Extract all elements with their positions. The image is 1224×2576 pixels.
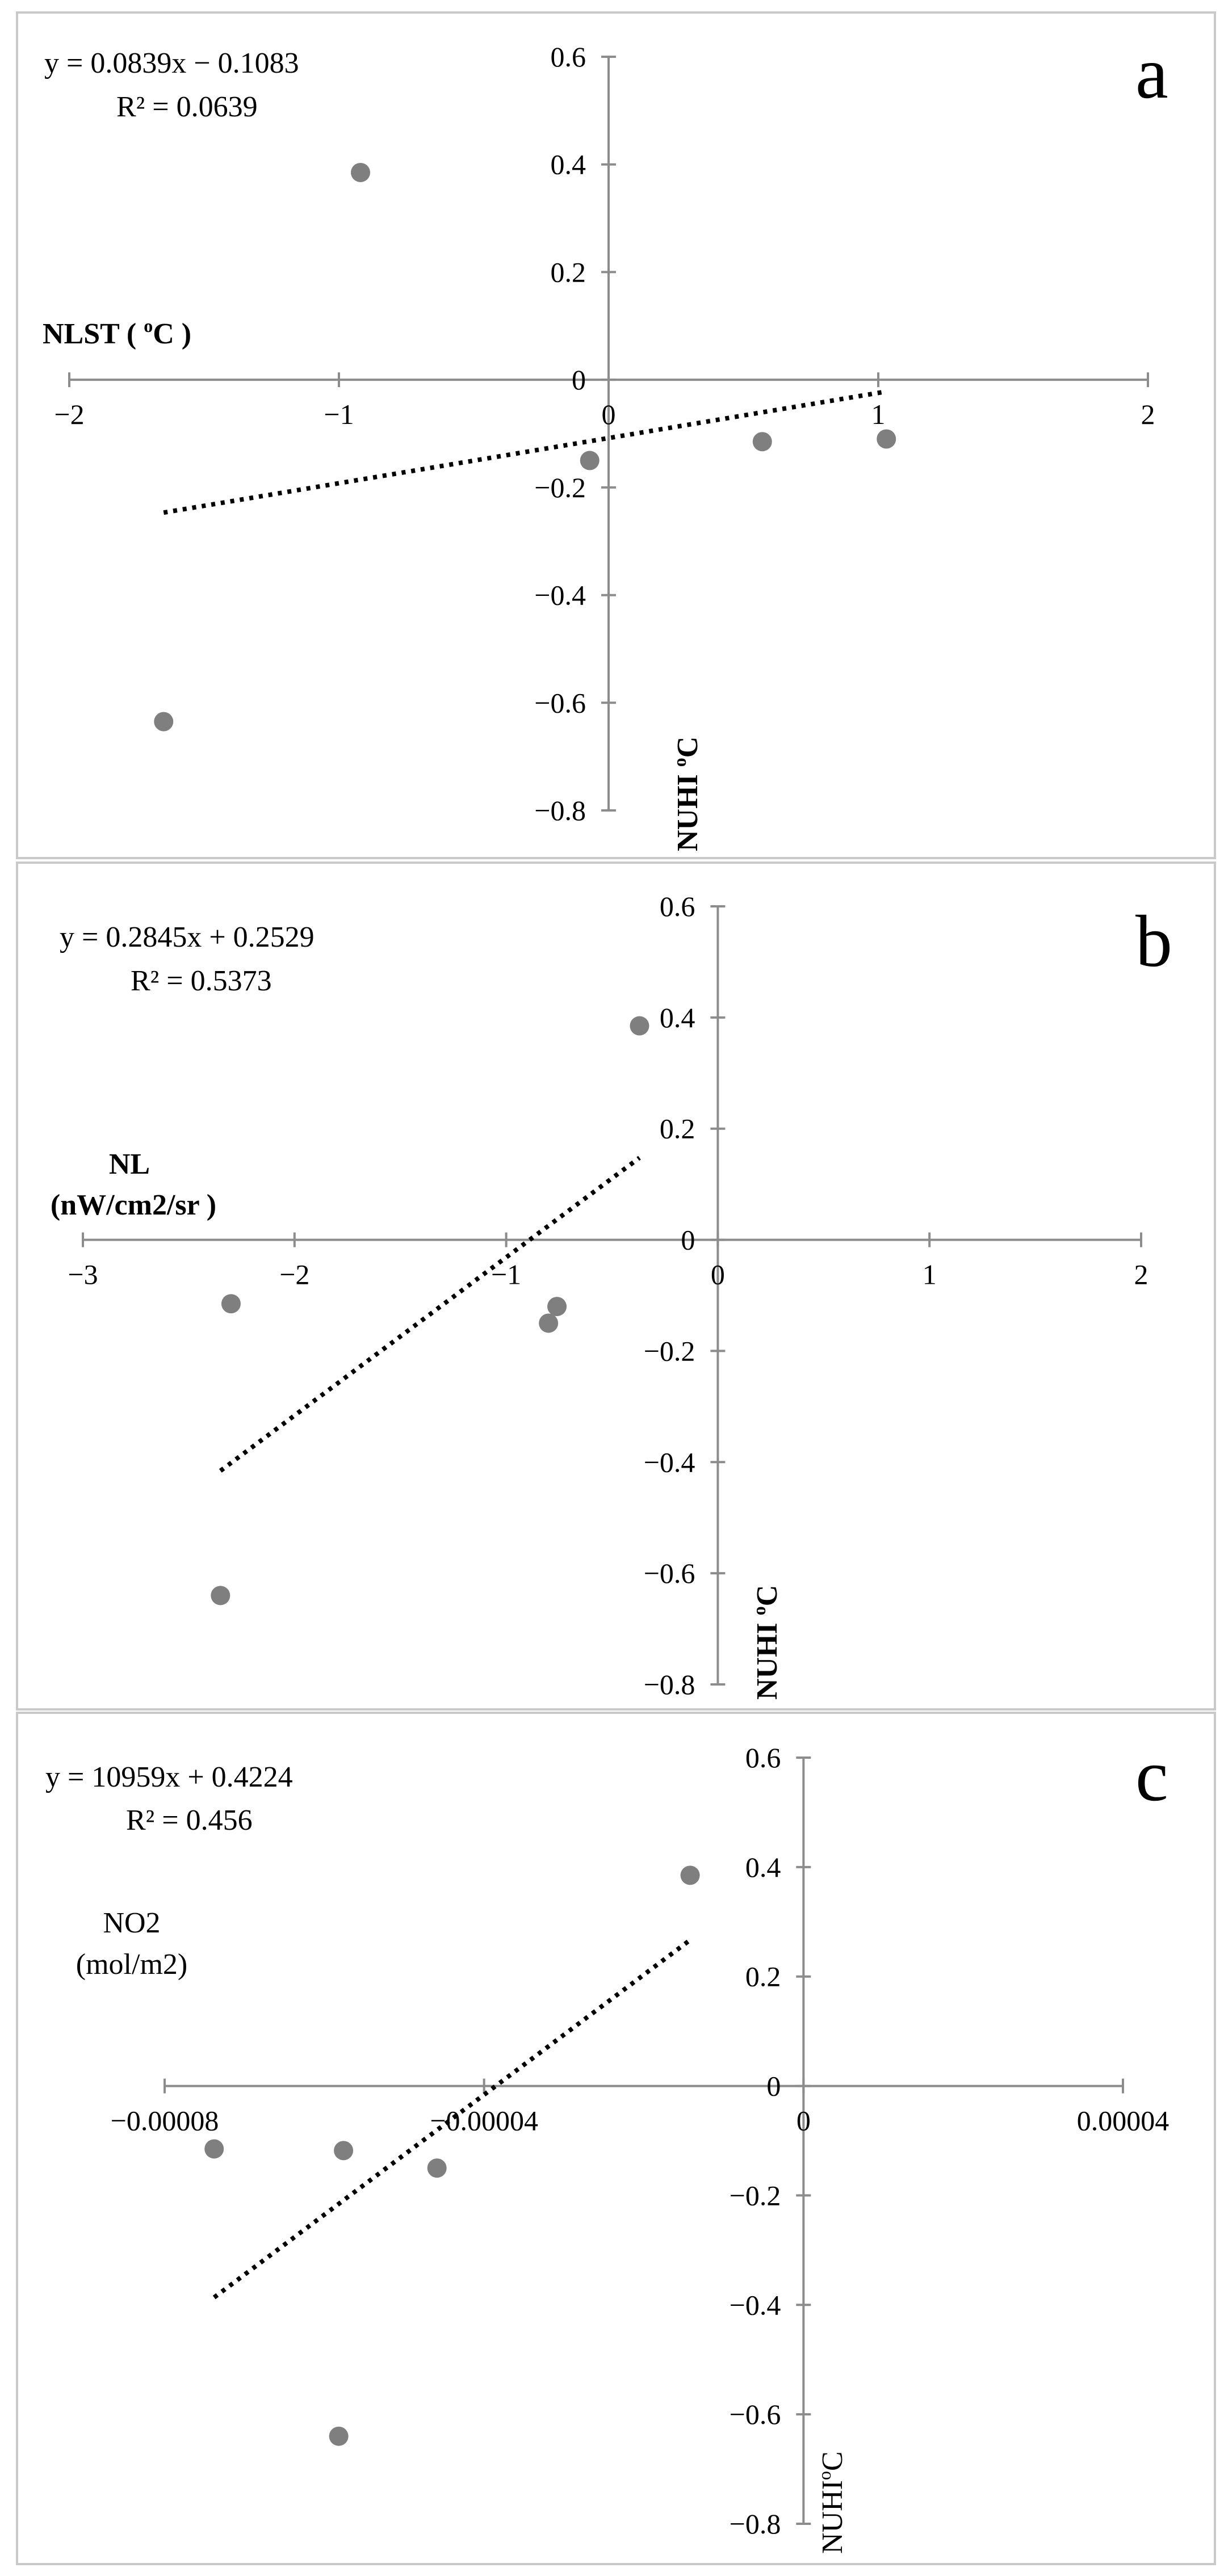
data-point: [680, 1865, 700, 1885]
data-point: [630, 1016, 649, 1036]
y-tick-label: −0.2: [730, 2179, 781, 2211]
panel-a-frame: [16, 11, 1216, 859]
x-tick-label: −2: [54, 398, 84, 430]
data-point: [329, 2426, 349, 2446]
r-squared-label: R² = 0.456: [126, 1804, 253, 1837]
data-point: [877, 429, 896, 449]
x-tick-label: 1: [871, 398, 886, 430]
x-tick-label: −1: [324, 398, 354, 430]
y-tick-label: −0.8: [644, 1669, 695, 1700]
y-axis-title: NUHIoC: [814, 2451, 849, 2554]
data-point: [752, 432, 772, 452]
data-point: [204, 2139, 224, 2159]
panel-letter-c: c: [1135, 1735, 1168, 1817]
data-point: [351, 162, 370, 182]
x-axis-title: NL: [109, 1148, 150, 1180]
x-tick-label: 2: [1134, 1259, 1148, 1291]
x-axis-title-units: (nW/cm2/sr ): [51, 1189, 216, 1221]
y-tick-label: 0.6: [745, 1742, 781, 1774]
trendline: [163, 389, 887, 515]
trendline-equation: y = 10959x + 0.4224: [45, 1761, 293, 1793]
y-tick-label: 0: [681, 1224, 695, 1256]
y-tick-label: 0.6: [551, 41, 586, 73]
y-tick-label: −0.2: [644, 1335, 695, 1367]
trendline: [219, 1155, 641, 1473]
panel-a: −2 −1 0 1 2 0.6 0.4 0.2 0 −0.2 −0.4 −0.6 −0.8 y = 0.…: [16, 11, 1216, 859]
y-axis-title: NUHI oC: [749, 1585, 783, 1700]
y-tick-label: −0.8: [730, 2508, 781, 2540]
x-tick-label: −3: [68, 1259, 98, 1291]
panel-b-frame: [16, 862, 1216, 1711]
data-point: [427, 2158, 447, 2178]
y-tick-label: −0.8: [534, 795, 586, 826]
panel-c: −0.00008 −0.00004 0 0.000040.60.40.20−0.2−0…: [16, 1712, 1216, 2565]
y-tick-label: 0.4: [551, 149, 586, 180]
y-tick-label: −0.6: [644, 1557, 695, 1589]
y-tick-label: 0.6: [660, 890, 695, 922]
y-tick-label: −0.4: [730, 2289, 781, 2321]
x-tick-label: 0: [797, 2105, 811, 2137]
y-tick-label: −0.4: [644, 1446, 695, 1478]
y-tick-label: 0.4: [745, 1851, 781, 1883]
y-tick-label: 0: [572, 364, 586, 396]
data-point: [334, 2141, 354, 2161]
x-axis-title: NO2: [103, 1907, 160, 1939]
panel-letter-b: b: [1135, 901, 1172, 982]
trendline-equation: y = 0.2845x + 0.2529: [60, 921, 315, 953]
x-axis-title-units: (mol/m2): [76, 1948, 187, 1981]
trendline-equation: y = 0.0839x − 0.1083: [44, 47, 299, 79]
x-tick-label: 0: [711, 1259, 725, 1291]
r-squared-label: R² = 0.5373: [131, 965, 272, 997]
y-tick-label: −0.2: [534, 472, 586, 503]
x-tick-label: −1: [491, 1259, 521, 1291]
y-tick-label: −0.4: [534, 579, 586, 611]
x-tick-label: 0: [602, 398, 616, 430]
x-tick-label: 0.00004: [1077, 2105, 1169, 2137]
x-tick-label: −0.00008: [111, 2105, 219, 2137]
y-tick-label: −0.6: [534, 687, 586, 718]
data-point: [539, 1313, 559, 1333]
trendline: [212, 1938, 691, 2300]
panel-b: −3 −2 −1 0 1 2 0.6 0.4 0.2 0 −0.2 −0.4 −0.6 −0.8 y = …: [16, 862, 1216, 1711]
y-tick-label: 0.2: [745, 1961, 781, 1993]
x-tick-label: 2: [1141, 398, 1155, 430]
x-tick-label: 1: [923, 1259, 937, 1291]
data-point: [154, 712, 174, 732]
y-tick-label: 0.2: [551, 256, 586, 288]
y-tick-label: 0.4: [660, 1002, 695, 1033]
data-point: [547, 1297, 567, 1317]
y-axis-title: NUHI oC: [669, 737, 704, 851]
x-axis-title: NLST ( oC ): [43, 316, 191, 350]
data-point: [211, 1586, 230, 1606]
panel-c-frame: [16, 1712, 1216, 2565]
y-tick-label: 0.2: [660, 1113, 695, 1145]
data-point: [221, 1294, 241, 1314]
y-tick-label: 0: [766, 2070, 781, 2102]
r-squared-label: R² = 0.0639: [116, 91, 258, 123]
panel-letter-a: a: [1135, 32, 1168, 114]
data-point: [580, 451, 600, 470]
y-tick-label: −0.6: [730, 2398, 781, 2430]
x-tick-label: −2: [279, 1259, 309, 1291]
